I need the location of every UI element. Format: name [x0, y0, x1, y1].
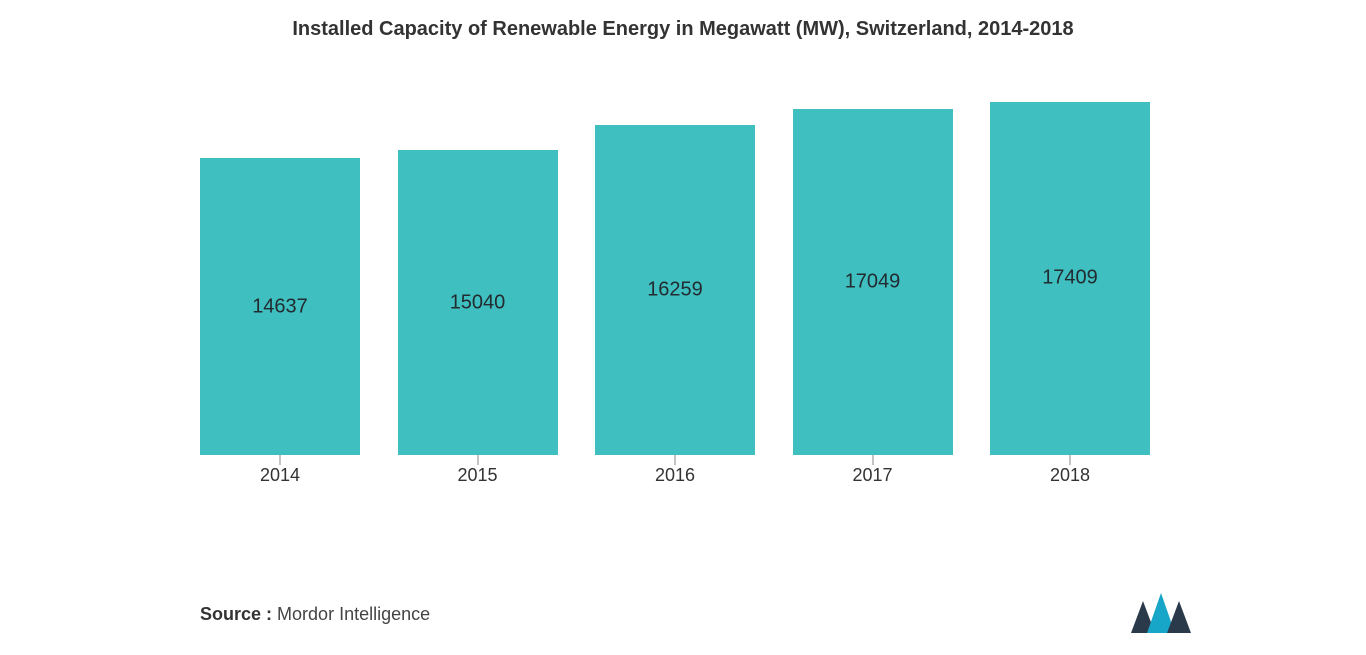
bar-value-label: 16259	[595, 279, 755, 302]
x-tick	[1070, 455, 1071, 465]
source-name: Mordor Intelligence	[277, 604, 430, 624]
x-tick	[675, 455, 676, 465]
x-label: 2017	[793, 465, 953, 486]
bars-container: 14637 15040 16259 17049 17409	[200, 90, 1150, 455]
source-footer: Source : Mordor Intelligence	[200, 604, 430, 625]
bar-2015: 15040	[398, 150, 558, 455]
x-label: 2015	[398, 465, 558, 486]
bar-2017: 17049	[793, 109, 953, 455]
bar-slot: 17409	[990, 90, 1150, 455]
plot-area: 14637 15040 16259 17049 17409	[200, 90, 1150, 455]
x-label: 2018	[990, 465, 1150, 486]
source-prefix: Source :	[200, 604, 272, 624]
bar-slot: 14637	[200, 90, 360, 455]
x-label: 2014	[200, 465, 360, 486]
bar-2014: 14637	[200, 158, 360, 455]
chart-title: Installed Capacity of Renewable Energy i…	[0, 0, 1366, 41]
bar-slot: 16259	[595, 90, 755, 455]
bar-value-label: 17049	[793, 271, 953, 294]
bar-2018: 17409	[990, 102, 1150, 455]
bar-value-label: 15040	[398, 291, 558, 314]
x-tick	[872, 455, 873, 465]
bar-value-label: 14637	[200, 295, 360, 318]
x-label: 2016	[595, 465, 755, 486]
x-axis-labels: 2014 2015 2016 2017 2018	[200, 465, 1150, 486]
x-tick	[280, 455, 281, 465]
bar-2016: 16259	[595, 125, 755, 455]
mordor-logo-icon	[1131, 593, 1191, 633]
bar-slot: 17049	[793, 90, 953, 455]
bar-slot: 15040	[398, 90, 558, 455]
bar-value-label: 17409	[990, 267, 1150, 290]
x-tick	[477, 455, 478, 465]
